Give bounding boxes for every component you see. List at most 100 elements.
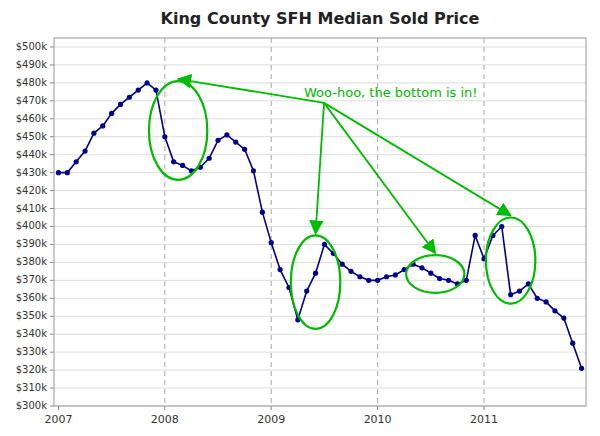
grid-line bbox=[54, 46, 586, 47]
y-tick-labels: $300k$310k$320k$330k$340k$350k$360k$370k… bbox=[16, 41, 54, 411]
point bbox=[419, 265, 424, 270]
grid-line bbox=[54, 190, 586, 191]
highlight-ellipse bbox=[291, 235, 340, 328]
y-tick-label: $440k bbox=[16, 149, 47, 160]
point bbox=[65, 170, 70, 175]
y-tick bbox=[50, 172, 54, 173]
point bbox=[109, 111, 114, 116]
point bbox=[100, 123, 105, 128]
annotation-text: Woo-hoo, the bottom is in! bbox=[304, 85, 478, 100]
y-tick-label: $360k bbox=[16, 292, 47, 303]
y-tick-label: $470k bbox=[16, 95, 47, 106]
point bbox=[171, 159, 176, 164]
y-tick bbox=[50, 154, 54, 155]
grid-line bbox=[54, 64, 586, 65]
point bbox=[535, 296, 540, 301]
grid-line bbox=[54, 208, 586, 209]
point bbox=[233, 140, 238, 145]
y-tick bbox=[50, 370, 54, 371]
x-tick bbox=[58, 406, 59, 410]
point bbox=[561, 315, 566, 320]
point bbox=[357, 274, 362, 279]
point bbox=[579, 366, 584, 371]
title: King County SFH Median Sold Price bbox=[161, 9, 480, 28]
point bbox=[304, 289, 309, 294]
plot-frame bbox=[54, 38, 586, 406]
year-divider bbox=[271, 38, 272, 406]
annotation-arrow bbox=[316, 103, 324, 234]
point bbox=[56, 170, 61, 175]
annotation-arrow bbox=[178, 79, 324, 103]
x-tick-label: 2010 bbox=[364, 413, 392, 426]
y-tick-label: $390k bbox=[16, 238, 47, 249]
y-grid bbox=[54, 47, 586, 406]
series bbox=[56, 80, 584, 371]
y-tick bbox=[50, 280, 54, 281]
y-tick-label: $380k bbox=[16, 256, 47, 267]
y-tick-label: $490k bbox=[16, 59, 47, 70]
x-tick bbox=[484, 406, 485, 410]
y-tick bbox=[50, 64, 54, 65]
x-tick-label: 2008 bbox=[151, 413, 179, 426]
y-tick bbox=[50, 388, 54, 389]
grid-line bbox=[54, 352, 586, 353]
point bbox=[366, 278, 371, 283]
point bbox=[508, 292, 513, 297]
point bbox=[499, 224, 504, 229]
point bbox=[517, 289, 522, 294]
y-tick-label: $480k bbox=[16, 77, 47, 88]
y-tick bbox=[50, 190, 54, 191]
y-tick-label: $430k bbox=[16, 167, 47, 178]
y-tick bbox=[50, 352, 54, 353]
y-tick bbox=[50, 100, 54, 101]
point bbox=[348, 269, 353, 274]
y-tick bbox=[50, 298, 54, 299]
point bbox=[215, 138, 220, 143]
grid-line bbox=[54, 280, 586, 281]
x-tick bbox=[271, 406, 272, 410]
y-tick-label: $320k bbox=[16, 364, 47, 375]
y-tick bbox=[50, 82, 54, 83]
point bbox=[224, 132, 229, 137]
y-tick-label: $460k bbox=[16, 113, 47, 124]
y-tick bbox=[50, 208, 54, 209]
grid-line bbox=[54, 244, 586, 245]
point bbox=[322, 242, 327, 247]
y-tick bbox=[50, 244, 54, 245]
annotation-arrow bbox=[324, 103, 435, 253]
point bbox=[91, 131, 96, 136]
point bbox=[260, 210, 265, 215]
grid-line bbox=[54, 298, 586, 299]
grid-line bbox=[54, 388, 586, 389]
point bbox=[375, 278, 380, 283]
y-tick bbox=[50, 334, 54, 335]
grid-line bbox=[54, 226, 586, 227]
y-tick bbox=[50, 226, 54, 227]
y-tick-label: $500k bbox=[16, 41, 47, 52]
point bbox=[278, 267, 283, 272]
point bbox=[242, 147, 247, 152]
page: {"chart_data": { "type": "line", "title"… bbox=[0, 0, 600, 436]
point bbox=[393, 272, 398, 277]
annotation-arrow bbox=[324, 103, 511, 216]
point bbox=[313, 271, 318, 276]
point bbox=[269, 240, 274, 245]
point bbox=[82, 148, 87, 153]
x-tick-label: 2007 bbox=[44, 413, 72, 426]
point bbox=[384, 274, 389, 279]
point bbox=[473, 233, 478, 238]
line bbox=[58, 83, 581, 368]
y-tick-label: $410k bbox=[16, 203, 47, 214]
y-tick bbox=[50, 118, 54, 119]
annotation: Woo-hoo, the bottom is in! bbox=[149, 79, 535, 329]
point bbox=[544, 299, 549, 304]
grid-line bbox=[54, 136, 586, 137]
x-axis: 20072008200920102011 bbox=[44, 38, 498, 426]
point bbox=[127, 95, 132, 100]
y-tick-label: $330k bbox=[16, 346, 47, 357]
y-tick-label: $340k bbox=[16, 328, 47, 339]
point bbox=[180, 163, 185, 168]
y-tick-label: $450k bbox=[16, 131, 47, 142]
y-tick bbox=[50, 406, 54, 407]
y-tick-label: $420k bbox=[16, 185, 47, 196]
